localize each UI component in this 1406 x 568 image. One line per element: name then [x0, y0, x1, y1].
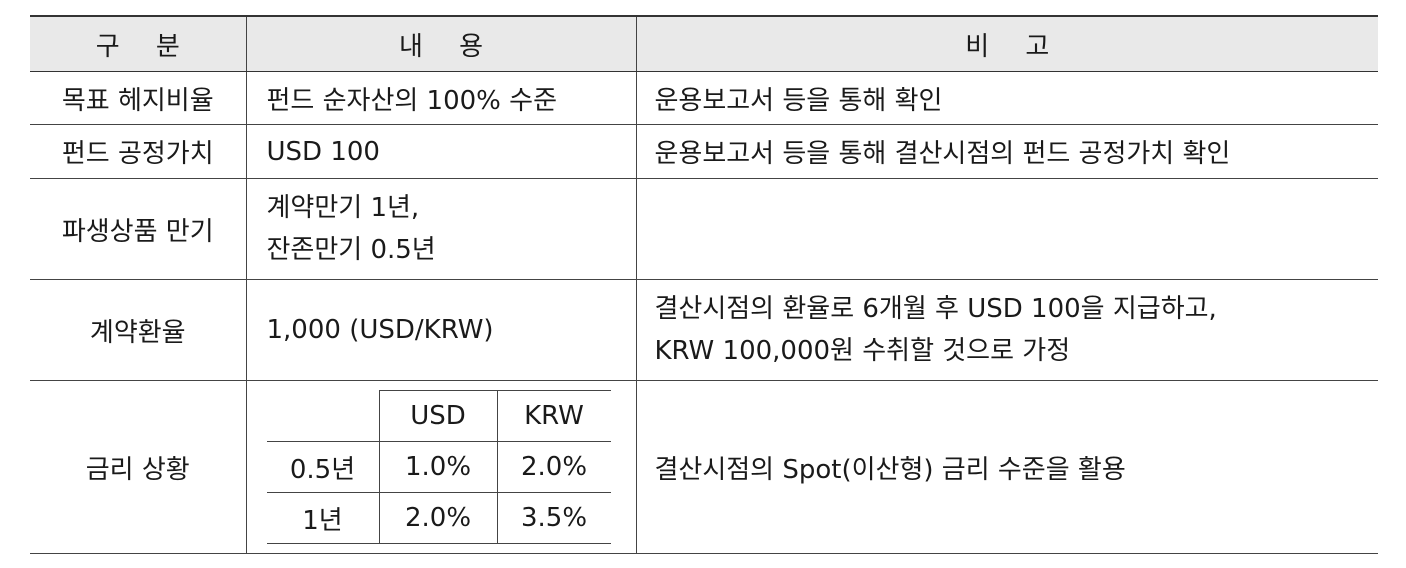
- table-row: 펀드 공정가치 USD 100 운용보고서 등을 통해 결산시점의 펀드 공정가…: [30, 124, 1378, 179]
- table-row: 목표 헤지비율 펀드 순자산의 100% 수준 운용보고서 등을 통해 확인: [30, 71, 1378, 125]
- rate-col-header: USD: [378, 390, 498, 442]
- row-note: 운용보고서 등을 통해 결산시점의 펀드 공정가치 확인: [635, 124, 1378, 179]
- row-label: 금리 상황: [30, 380, 247, 554]
- row-content: 1,000 (USD/KRW): [245, 279, 637, 381]
- hedge-conditions-table: 구 분 내 용 비 고 목표 헤지비율 펀드 순자산의 100% 수준 운용보고…: [30, 15, 1378, 554]
- rate-usd: 2.0%: [378, 492, 498, 544]
- row-note: 결산시점의 환율로 6개월 후 USD 100을 지급하고, KRW 100,0…: [635, 279, 1378, 381]
- table-header-row: 구 분 내 용 비 고: [30, 15, 1378, 72]
- rate-row: 1년 2.0% 3.5%: [266, 492, 611, 544]
- rate-term: 0.5년: [266, 441, 380, 493]
- table-row: 금리 상황 USD KRW 0.5년 1.0% 2.0% 1년: [30, 380, 1378, 554]
- header-remarks: 비 고: [635, 15, 1378, 72]
- note-line: KRW 100,000원 수취할 것으로 가정: [654, 336, 1071, 366]
- rate-krw: 3.5%: [496, 492, 611, 544]
- table-row: 계약환율 1,000 (USD/KRW) 결산시점의 환율로 6개월 후 USD…: [30, 279, 1378, 381]
- row-label: 계약환율: [30, 279, 247, 381]
- table-row: 파생상품 만기 계약만기 1년, 잔존만기 0.5년: [30, 178, 1378, 280]
- note-line: 결산시점의 환율로 6개월 후 USD 100을 지급하고,: [654, 294, 1217, 324]
- row-note: 결산시점의 Spot(이산형) 금리 수준을 활용: [635, 380, 1378, 554]
- row-content: 계약만기 1년, 잔존만기 0.5년: [245, 178, 637, 280]
- rate-header-row: USD KRW: [266, 390, 611, 442]
- row-label: 목표 헤지비율: [30, 71, 247, 125]
- header-content: 내 용: [245, 15, 637, 72]
- rate-col-header: KRW: [496, 390, 611, 442]
- row-label: 펀드 공정가치: [30, 124, 247, 179]
- row-note: [635, 178, 1378, 280]
- content-line: 잔존만기 0.5년: [266, 235, 436, 265]
- rate-corner-cell: [266, 390, 380, 442]
- rate-term: 1년: [266, 492, 380, 544]
- row-content: 펀드 순자산의 100% 수준: [245, 71, 637, 125]
- rate-row: 0.5년 1.0% 2.0%: [266, 441, 611, 493]
- content-line: 계약만기 1년,: [266, 193, 420, 223]
- row-note: 운용보고서 등을 통해 확인: [635, 71, 1378, 125]
- row-label: 파생상품 만기: [30, 178, 247, 280]
- row-content: USD 100: [245, 124, 637, 179]
- header-category: 구 분: [30, 15, 247, 72]
- row-content: USD KRW 0.5년 1.0% 2.0% 1년 2.0% 3.5%: [245, 380, 637, 554]
- interest-rate-table: USD KRW 0.5년 1.0% 2.0% 1년 2.0% 3.5%: [266, 390, 611, 544]
- rate-usd: 1.0%: [378, 441, 498, 493]
- rate-krw: 2.0%: [496, 441, 611, 493]
